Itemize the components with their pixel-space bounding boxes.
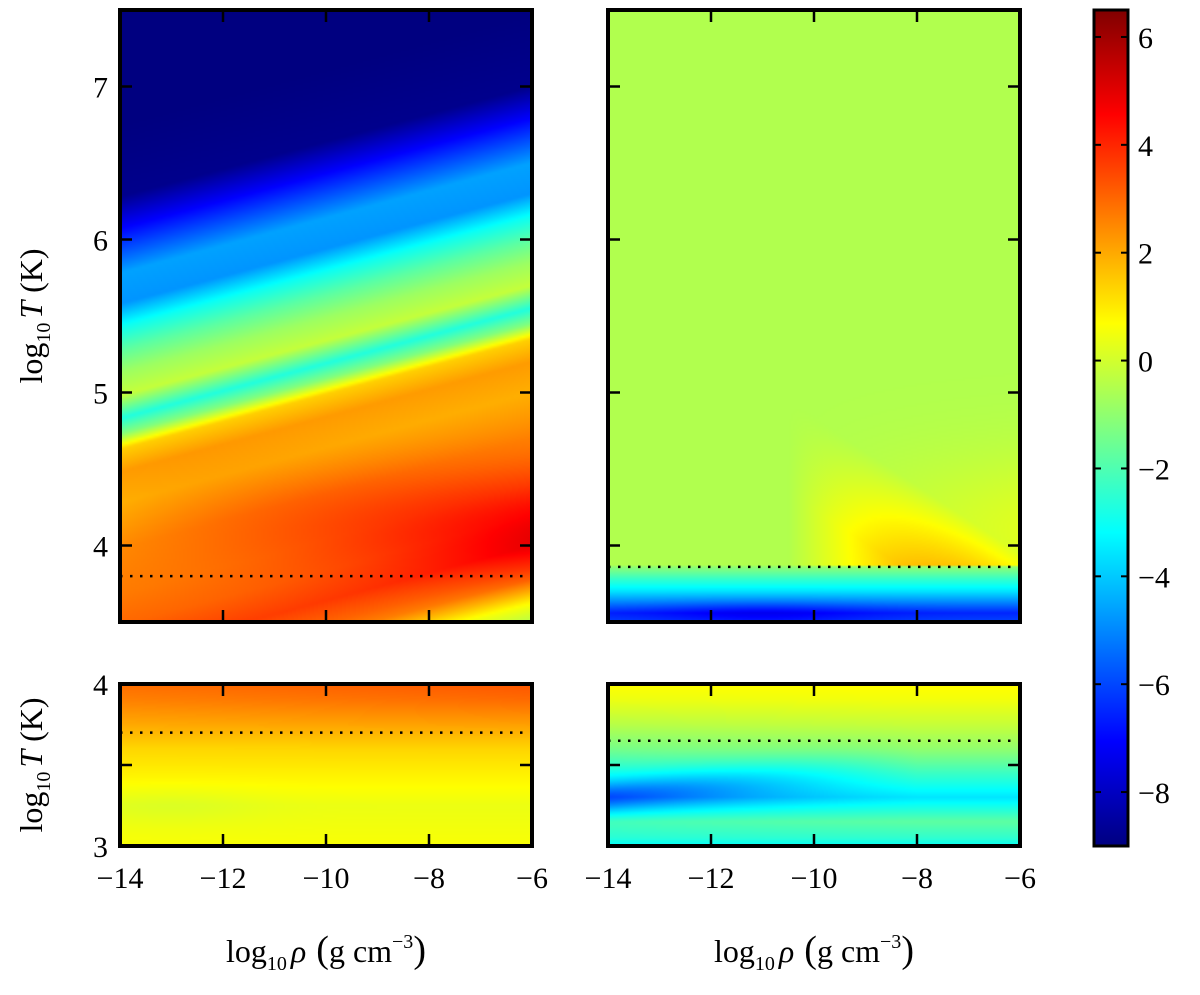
- xtick-label-bottom-right-3: −8: [901, 862, 933, 895]
- colorbar-tick-label-7: −8: [1138, 777, 1170, 810]
- ylabel-top-pre: log: [13, 343, 49, 384]
- ylabel-bottom-pre: log: [13, 792, 49, 833]
- x-axis-label-left: log10 ρ (g cm−3): [226, 929, 426, 975]
- heatmap-bottom-left: [120, 684, 532, 846]
- colorbar-ticks: 6 4 2 0 −2 −4 −6 −8: [1094, 22, 1170, 810]
- heatmap-top-right: [608, 10, 1020, 622]
- x-axis-label-right: log10 ρ (g cm−3): [714, 929, 914, 975]
- heatmap-top-left: [120, 10, 532, 622]
- ylabel-bottom-var: T: [13, 748, 49, 768]
- colorbar-tick-label-2: 2: [1138, 238, 1153, 271]
- ytick-label-bottom-left-0: 3: [93, 831, 108, 864]
- ylabel-bottom-post: (K): [13, 697, 49, 741]
- marks-bottom-left: 3 4 −14 −12 −10 −8 −6: [93, 669, 548, 895]
- colorbar-frame: [1092, 8, 1130, 848]
- xtick-label-bottom-left-2: −10: [303, 862, 350, 895]
- colorbar-gradient: [1094, 10, 1128, 846]
- panel-top-left: 4 5 6 7: [93, 8, 534, 624]
- colorbar-tick-label-4: −2: [1138, 453, 1170, 486]
- ytick-label-top-left-0: 4: [93, 531, 108, 564]
- xtick-label-bottom-right-1: −12: [688, 862, 735, 895]
- xlabel-right-sub: 10: [755, 953, 775, 975]
- colorbar-tick-label-1: 4: [1138, 130, 1153, 163]
- ylabel-top-post: (K): [13, 248, 49, 292]
- colorbar-tick-label-5: −4: [1138, 561, 1170, 594]
- xlabel-right-var: ρ: [778, 933, 794, 969]
- ytick-label-bottom-left-2: 4: [93, 669, 108, 702]
- ytick-label-top-left-2: 6: [93, 225, 108, 258]
- xlabel-left-paren-close: ): [413, 929, 426, 971]
- panel-bottom-right: −14 −12 −10 −8 −6: [585, 682, 1036, 895]
- xlabel-left-exp: −3: [392, 931, 413, 953]
- colorbar-tick-label-0: 6: [1138, 22, 1153, 55]
- xlabel-right-pre: log: [714, 933, 755, 969]
- frame-bottom-left: [118, 682, 534, 848]
- panel-bottom-left: 3 4 −14 −12 −10 −8 −6: [93, 669, 548, 895]
- xlabel-left-var: ρ: [290, 933, 306, 969]
- xtick-label-bottom-left-1: −12: [200, 862, 247, 895]
- xlabel-left-pre: log: [226, 933, 267, 969]
- y-axis-label-top: log10 T (K): [13, 248, 55, 383]
- xlabel-right-units: g cm: [817, 933, 880, 969]
- frame-top-left: [118, 8, 534, 624]
- xtick-label-bottom-right-2: −10: [791, 862, 838, 895]
- ylabel-top-var: T: [13, 299, 49, 319]
- ylabel-top-sub: 10: [33, 323, 55, 343]
- colorbar: 6 4 2 0 −2 −4 −6 −8: [1092, 8, 1170, 848]
- xlabel-right-exp: −3: [880, 931, 901, 953]
- colorbar-tick-label-3: 0: [1138, 346, 1153, 379]
- xlabel-left-paren-open: (: [316, 929, 329, 971]
- heatmap-bottom-right: [608, 684, 1020, 846]
- ytick-label-top-left-3: 7: [93, 72, 108, 105]
- frame-bottom-right: [606, 682, 1022, 848]
- ylabel-bottom-sub: 10: [33, 772, 55, 792]
- xtick-label-bottom-left-0: −14: [97, 862, 144, 895]
- ytick-label-top-left-1: 5: [93, 378, 108, 411]
- xtick-label-bottom-right-4: −6: [1004, 862, 1036, 895]
- xlabel-left-units: g cm: [329, 933, 392, 969]
- colorbar-tick-label-6: −6: [1138, 669, 1170, 702]
- xlabel-right-paren-open: (: [804, 929, 817, 971]
- frame-top-right: [606, 8, 1022, 624]
- y-axis-label-bottom: log10 T (K): [13, 697, 55, 832]
- xlabel-left-sub: 10: [267, 953, 287, 975]
- panel-top-right: [606, 8, 1022, 624]
- xtick-label-bottom-left-4: −6: [516, 862, 548, 895]
- xtick-label-bottom-right-0: −14: [585, 862, 632, 895]
- xtick-label-bottom-left-3: −8: [413, 862, 445, 895]
- xlabel-right-paren-close: ): [901, 929, 914, 971]
